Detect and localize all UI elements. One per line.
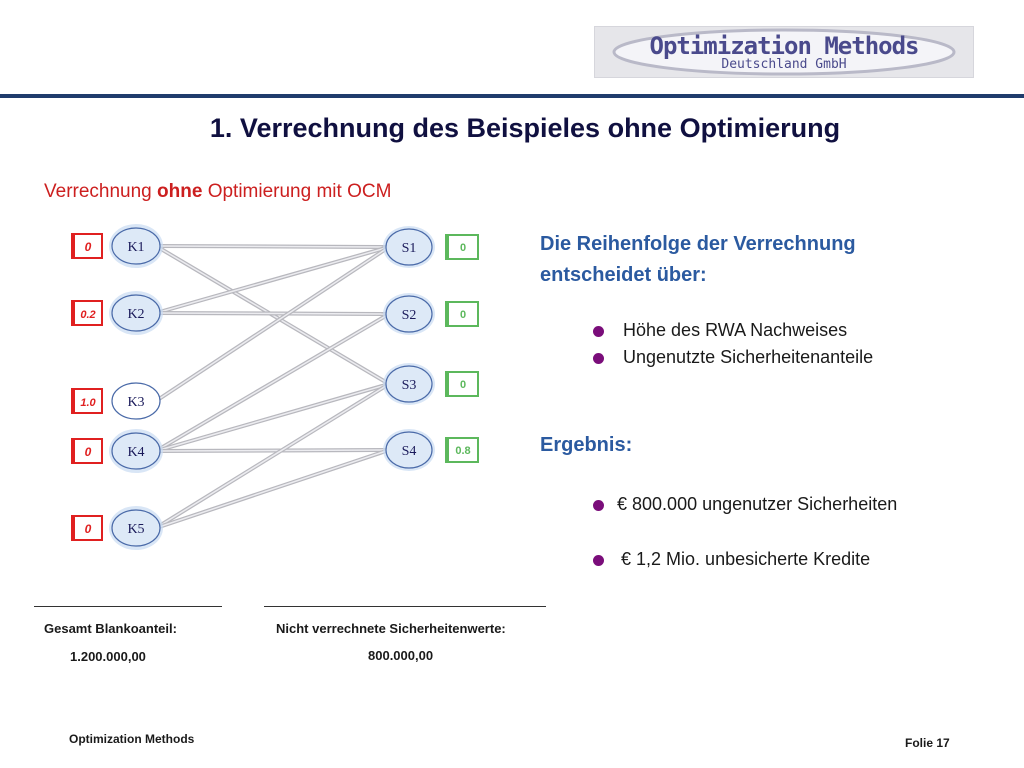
order-heading-line2: entscheidet über: [540, 264, 707, 286]
subtitle-part1: Verrechnung [44, 181, 158, 202]
left-badge-edge-K2 [72, 301, 75, 325]
right-badge-edge-S3 [446, 372, 449, 396]
edge-inner-K4-S2 [155, 313, 390, 452]
result-heading: Ergebnis: [540, 434, 633, 456]
left-badge-value-K1: 0 [85, 240, 92, 254]
left-badge-value-K2: 0.2 [80, 309, 95, 321]
node-label-S2: S2 [402, 308, 417, 323]
node-label-K5: K5 [127, 522, 144, 537]
node-K4 [111, 432, 161, 470]
edge-inner-K3-S1 [155, 246, 390, 402]
header-rule [0, 94, 1024, 98]
right-badge-value-S2: 0 [460, 309, 466, 321]
order-heading-line1: Die Reihenfolge der Verrechnung [540, 233, 856, 255]
bullet-dot-icon [593, 352, 604, 364]
summary-left-label: Gesamt Blankoanteil: [44, 621, 177, 636]
right-badge-value-S3: 0 [460, 379, 466, 391]
bullet-item: Ungenutzte Sicherheitenanteile [593, 347, 873, 368]
left-badge-edge-K4 [72, 439, 75, 463]
left-badge-K2 [71, 300, 103, 326]
node-label-S1: S1 [402, 241, 417, 256]
bullet-item: Höhe des RWA Nachweises [593, 320, 847, 341]
bullet-text: Ungenutzte Sicherheitenanteile [623, 347, 874, 367]
node-label-K3: K3 [127, 395, 144, 410]
node-K2 [111, 294, 161, 332]
node-S4 [385, 431, 433, 469]
node-S1 [385, 228, 433, 266]
edge-inner-K1-S1 [155, 245, 390, 248]
edge-inner-K2-S2 [155, 312, 390, 315]
edge-inner-K5-S3 [155, 383, 390, 529]
summary-left-value: 1.200.000,00 [70, 649, 146, 664]
node-label-S4: S4 [402, 444, 417, 459]
left-badge-value-K3: 1.0 [80, 397, 96, 409]
right-badge-value-S1: 0 [460, 242, 466, 254]
edge-inner-K2-S1 [155, 246, 390, 314]
left-badge-edge-K3 [72, 389, 75, 413]
allocation-diagram: K1 0 K2 0.2 K3 1.0 K4 0 K5 0 S1 0 S2 0 S3 0 S4 0.8 [71, 224, 479, 550]
edge-inner-K4-S3 [155, 383, 390, 452]
slide-subtitle: Verrechnung ohne Optimierung mit OCM [44, 181, 391, 203]
summary-right-label: Nicht verrechnete Sicherheitenwerte: [276, 621, 506, 636]
company-logo: Optimization Methods Deutschland GmbH [594, 26, 974, 78]
logo-ellipse [612, 28, 956, 76]
bullet-dot-icon [593, 499, 604, 511]
summary-right-value: 800.000,00 [368, 648, 434, 663]
result-text: € 800.000 ungenutzer Sicherheiten [617, 494, 898, 514]
edge-inner-K4-S4 [155, 449, 390, 452]
left-badge-value-K4: 0 [85, 445, 92, 459]
left-badge-edge-K1 [72, 234, 75, 258]
right-badge-edge-S2 [446, 302, 449, 326]
footer-company: Optimization Methods [69, 732, 195, 746]
node-label-S3: S3 [402, 378, 417, 393]
bullet-text: Höhe des RWA Nachweises [623, 320, 848, 340]
node-K3 [111, 382, 161, 420]
right-badge-S4 [445, 437, 479, 463]
right-badge-edge-S1 [446, 235, 449, 259]
result-text: € 1,2 Mio. unbesicherte Kredite [621, 549, 871, 569]
subtitle-bold: ohne [157, 181, 203, 202]
right-badge-value-S4: 0.8 [455, 445, 470, 457]
node-S3 [385, 365, 433, 403]
slide-title: 1. Verrechnung des Beispieles ohne Optim… [209, 113, 841, 143]
subtitle-part2: Optimierung mit OCM [202, 181, 392, 202]
left-badge-edge-K5 [72, 516, 75, 540]
node-label-K2: K2 [127, 307, 144, 322]
result-item: € 800.000 ungenutzer Sicherheiten [593, 494, 897, 515]
summary-line-right [264, 606, 546, 607]
logo-line1: Optimization Methods [649, 32, 920, 60]
edge-inner-K5-S4 [155, 449, 390, 529]
bullet-dot-icon [593, 325, 604, 337]
node-K1 [111, 227, 161, 265]
bullet-dot-icon [593, 554, 604, 566]
node-label-K1: K1 [127, 240, 144, 255]
result-item: € 1,2 Mio. unbesicherte Kredite [593, 549, 870, 570]
node-K5 [111, 509, 161, 547]
node-label-K4: K4 [127, 445, 144, 460]
footer-slide-number: Folie 17 [905, 736, 950, 750]
logo-line2: Deutschland GmbH [721, 57, 847, 72]
left-badge-value-K5: 0 [85, 522, 92, 536]
summary-line-left [34, 606, 222, 607]
node-S2 [385, 295, 433, 333]
right-badge-edge-S4 [446, 438, 449, 462]
